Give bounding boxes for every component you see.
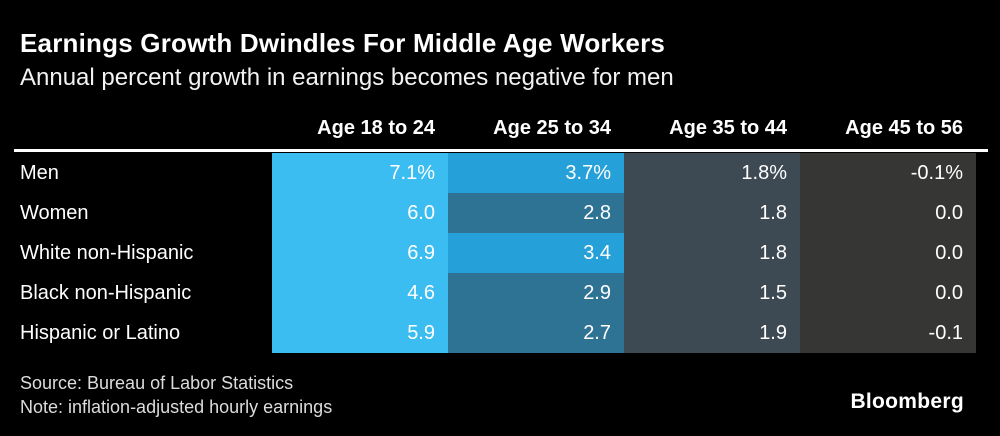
- row-label: Hispanic or Latino: [0, 313, 272, 353]
- value-cell: 1.5: [624, 273, 800, 313]
- value-cell: 0.0: [800, 193, 976, 233]
- column-header-age-18-24: Age 18 to 24: [317, 117, 435, 139]
- value-cell: 7.1%: [272, 153, 448, 193]
- column-header-age-35-44: Age 35 to 44: [669, 117, 787, 139]
- row-label: Men: [0, 153, 272, 193]
- value-cell: 3.7%: [448, 153, 624, 193]
- value-cell: 2.8: [448, 193, 624, 233]
- value-cell: 1.9: [624, 313, 800, 353]
- value-cell: 2.7: [448, 313, 624, 353]
- value-cell: 6.0: [272, 193, 448, 233]
- table-row: Women 6.0 2.8 1.8 0.0: [0, 193, 976, 233]
- value-cell: 0.0: [800, 233, 976, 273]
- value-cell: 2.9: [448, 273, 624, 313]
- page-title: Earnings Growth Dwindles For Middle Age …: [20, 28, 666, 58]
- row-label: Black non-Hispanic: [0, 273, 272, 313]
- heatmap-table-body: Men 7.1% 3.7% 1.8% -0.1% Women 6.0 2.8 1…: [0, 153, 976, 353]
- table-row: Men 7.1% 3.7% 1.8% -0.1%: [0, 153, 976, 193]
- column-header-age-25-34: Age 25 to 34: [493, 117, 611, 139]
- value-cell: 5.9: [272, 313, 448, 353]
- value-cell: -0.1%: [800, 153, 976, 193]
- value-cell: 6.9: [272, 233, 448, 273]
- column-header-row: Age 18 to 24 Age 25 to 34 Age 35 to 44 A…: [0, 110, 976, 146]
- value-cell: -0.1: [800, 313, 976, 353]
- header-divider-rule: [14, 149, 988, 152]
- value-cell: 1.8: [624, 233, 800, 273]
- note-text: Note: inflation-adjusted hourly earnings: [20, 397, 333, 417]
- value-cell: 1.8%: [624, 153, 800, 193]
- page-subtitle: Annual percent growth in earnings become…: [20, 64, 674, 91]
- bloomberg-logo: Bloomberg: [850, 390, 964, 413]
- table-row: White non-Hispanic 6.9 3.4 1.8 0.0: [0, 233, 976, 273]
- footer-notes: Source: Bureau of Labor Statistics Note:…: [20, 371, 332, 419]
- row-label-spacer: [0, 110, 272, 146]
- row-label: White non-Hispanic: [0, 233, 272, 273]
- column-header-age-45-56: Age 45 to 56: [845, 117, 963, 139]
- row-label: Women: [0, 193, 272, 233]
- table-row: Hispanic or Latino 5.9 2.7 1.9 -0.1: [0, 313, 976, 353]
- source-text: Source: Bureau of Labor Statistics: [20, 373, 294, 393]
- value-cell: 0.0: [800, 273, 976, 313]
- table-row: Black non-Hispanic 4.6 2.9 1.5 0.0: [0, 273, 976, 313]
- value-cell: 3.4: [448, 233, 624, 273]
- value-cell: 4.6: [272, 273, 448, 313]
- value-cell: 1.8: [624, 193, 800, 233]
